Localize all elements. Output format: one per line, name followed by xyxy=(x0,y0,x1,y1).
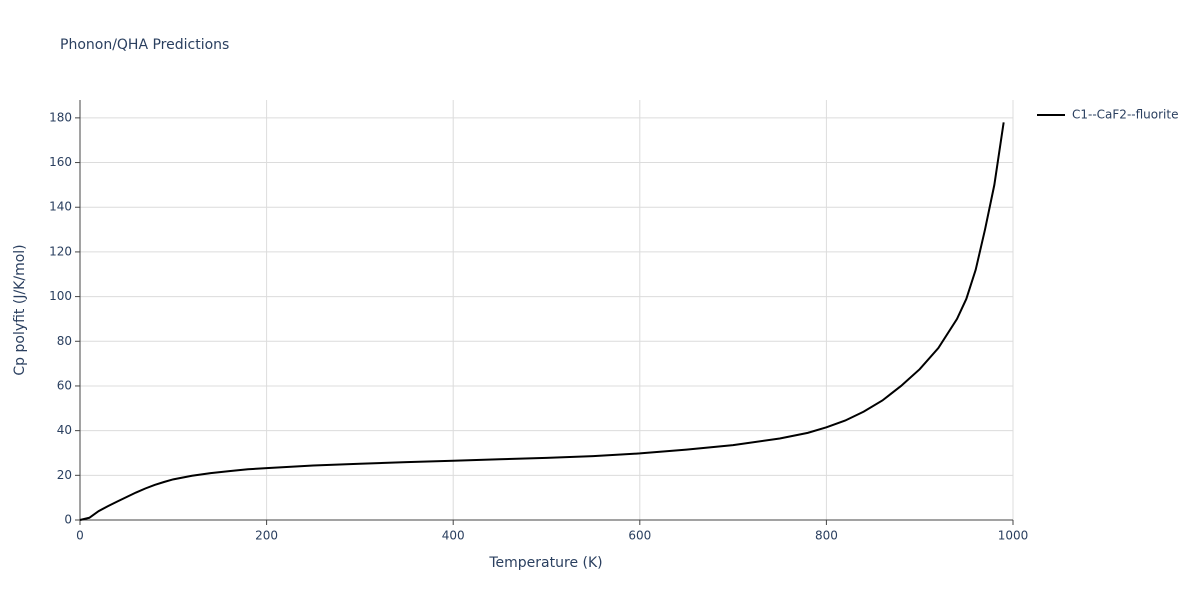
x-tick-label: 200 xyxy=(255,529,278,543)
y-tick-label: 120 xyxy=(49,244,72,258)
y-axis-title: Cp polyfit (J/K/mol) xyxy=(12,244,28,375)
x-tick-label: 1000 xyxy=(998,529,1029,543)
y-tick-label: 160 xyxy=(49,155,72,169)
x-tick-label: 0 xyxy=(76,529,84,543)
y-tick-label: 180 xyxy=(49,110,72,124)
x-tick-label: 800 xyxy=(815,529,838,543)
chart-title: Phonon/QHA Predictions xyxy=(60,37,229,53)
y-tick-label: 100 xyxy=(49,289,72,303)
y-tick-label: 0 xyxy=(64,513,72,527)
y-tick-label: 80 xyxy=(57,334,72,348)
legend-label: C1--CaF2--fluorite xyxy=(1072,108,1178,122)
x-axis-title: Temperature (K) xyxy=(488,555,602,571)
x-tick-label: 600 xyxy=(628,529,651,543)
line-series xyxy=(79,122,1005,521)
x-tick-label: 400 xyxy=(442,529,465,543)
y-tick-label: 140 xyxy=(49,200,72,214)
y-tick-label: 40 xyxy=(57,423,72,437)
y-tick-label: 20 xyxy=(57,468,72,482)
y-tick-label: 60 xyxy=(57,378,72,392)
